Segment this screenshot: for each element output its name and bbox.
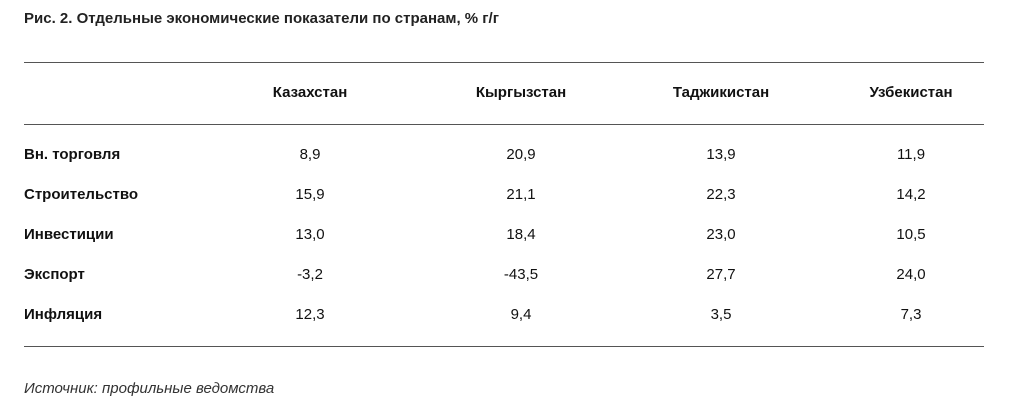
column-header-uzbekistan: Узбекистан: [869, 84, 953, 101]
table-cell: 3,5: [710, 306, 732, 323]
table-row: Инвестиции 13,0 18,4 23,0 10,5: [24, 226, 984, 246]
column-header-tajikistan: Таджикистан: [672, 84, 770, 101]
table-cell: 22,3: [706, 186, 736, 203]
table-cell: 9,4: [510, 306, 532, 323]
table-cell: 7,3: [900, 306, 922, 323]
table-header-row: Казахстан Кыргызстан Таджикистан Узбекис…: [24, 84, 984, 104]
table-cell: 15,9: [295, 186, 325, 203]
row-label: Строительство: [24, 186, 139, 203]
row-label: Экспорт: [24, 266, 85, 283]
column-header-kazakhstan: Казахстан: [272, 84, 348, 101]
table-cell: 23,0: [706, 226, 736, 243]
row-label: Инфляция: [24, 306, 103, 323]
table-cell: 14,2: [896, 186, 926, 203]
row-label: Вн. торговля: [24, 146, 121, 163]
table-rule-bottom: [24, 346, 984, 347]
table-cell: 13,0: [295, 226, 325, 243]
row-label: Инвестиции: [24, 226, 114, 243]
table-cell: 24,0: [896, 266, 926, 283]
table-cell: 21,1: [506, 186, 536, 203]
table-cell: 18,4: [506, 226, 536, 243]
figure-title: Рис. 2. Отдельные экономические показате…: [24, 10, 499, 27]
table-row: Экспорт -3,2 -43,5 27,7 24,0: [24, 266, 984, 286]
table-rule-header: [24, 124, 984, 125]
column-header-kyrgyzstan: Кыргызстан: [475, 84, 567, 101]
table-cell: 8,9: [299, 146, 321, 163]
table-cell: 27,7: [706, 266, 736, 283]
table-row: Вн. торговля 8,9 20,9 13,9 11,9: [24, 146, 984, 166]
table-cell: -43,5: [503, 266, 539, 283]
table-cell: 12,3: [295, 306, 325, 323]
table-rule-top: [24, 62, 984, 63]
table-row: Строительство 15,9 21,1 22,3 14,2: [24, 186, 984, 206]
table-cell: 20,9: [506, 146, 536, 163]
table-row: Инфляция 12,3 9,4 3,5 7,3: [24, 306, 984, 326]
table-cell: 10,5: [896, 226, 926, 243]
table-cell: 11,9: [896, 146, 926, 163]
table-cell: -3,2: [297, 266, 323, 283]
table-cell: 13,9: [706, 146, 736, 163]
source-note: Источник: профильные ведомства: [24, 380, 275, 397]
